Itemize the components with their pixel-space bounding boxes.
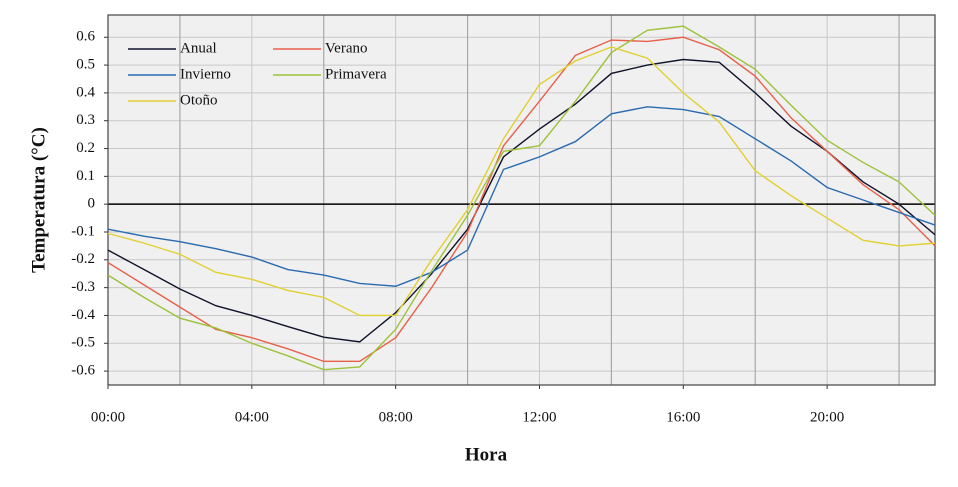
x-tick-label: 16:00 — [666, 409, 700, 425]
y-tick-label: 0.3 — [76, 112, 95, 128]
x-tick-label: 20:00 — [810, 409, 844, 425]
y-tick-label: -0.3 — [71, 279, 95, 295]
x-tick-label: 04:00 — [235, 409, 269, 425]
y-tick-label: 0.5 — [76, 57, 95, 73]
series-line — [107, 106, 936, 287]
y-tick-label: 0 — [88, 196, 96, 212]
legend-label: Verano — [325, 40, 367, 56]
legend-label: Primavera — [325, 66, 387, 82]
y-tick-label: 0.4 — [76, 84, 95, 100]
y-tick-label: -0.1 — [71, 223, 95, 239]
x-axis-label: Hora — [465, 444, 508, 465]
plot-area — [108, 15, 935, 385]
series-line — [107, 58, 936, 343]
legend-label: Invierno — [180, 66, 231, 82]
y-tick-label: 0.2 — [76, 140, 95, 156]
y-tick-label: -0.5 — [71, 335, 95, 351]
x-tick-label: 08:00 — [379, 409, 413, 425]
y-axis-label: Temperatura (°C) — [28, 127, 49, 273]
plot-frame — [107, 14, 936, 386]
legend-label: Otoño — [180, 92, 218, 108]
series-line — [107, 25, 936, 371]
y-tick-label: -0.4 — [71, 307, 95, 323]
y-tick-label: 0.6 — [76, 29, 95, 45]
y-tick-label: -0.6 — [71, 363, 95, 379]
x-tick-label: 00:00 — [91, 409, 125, 425]
y-tick-label: 0.1 — [76, 168, 95, 184]
series-line — [107, 46, 936, 317]
y-tick-label: -0.2 — [71, 251, 95, 267]
legend-label: Anual — [180, 40, 217, 56]
series-line — [107, 36, 936, 363]
x-tick-label: 12:00 — [522, 409, 556, 425]
